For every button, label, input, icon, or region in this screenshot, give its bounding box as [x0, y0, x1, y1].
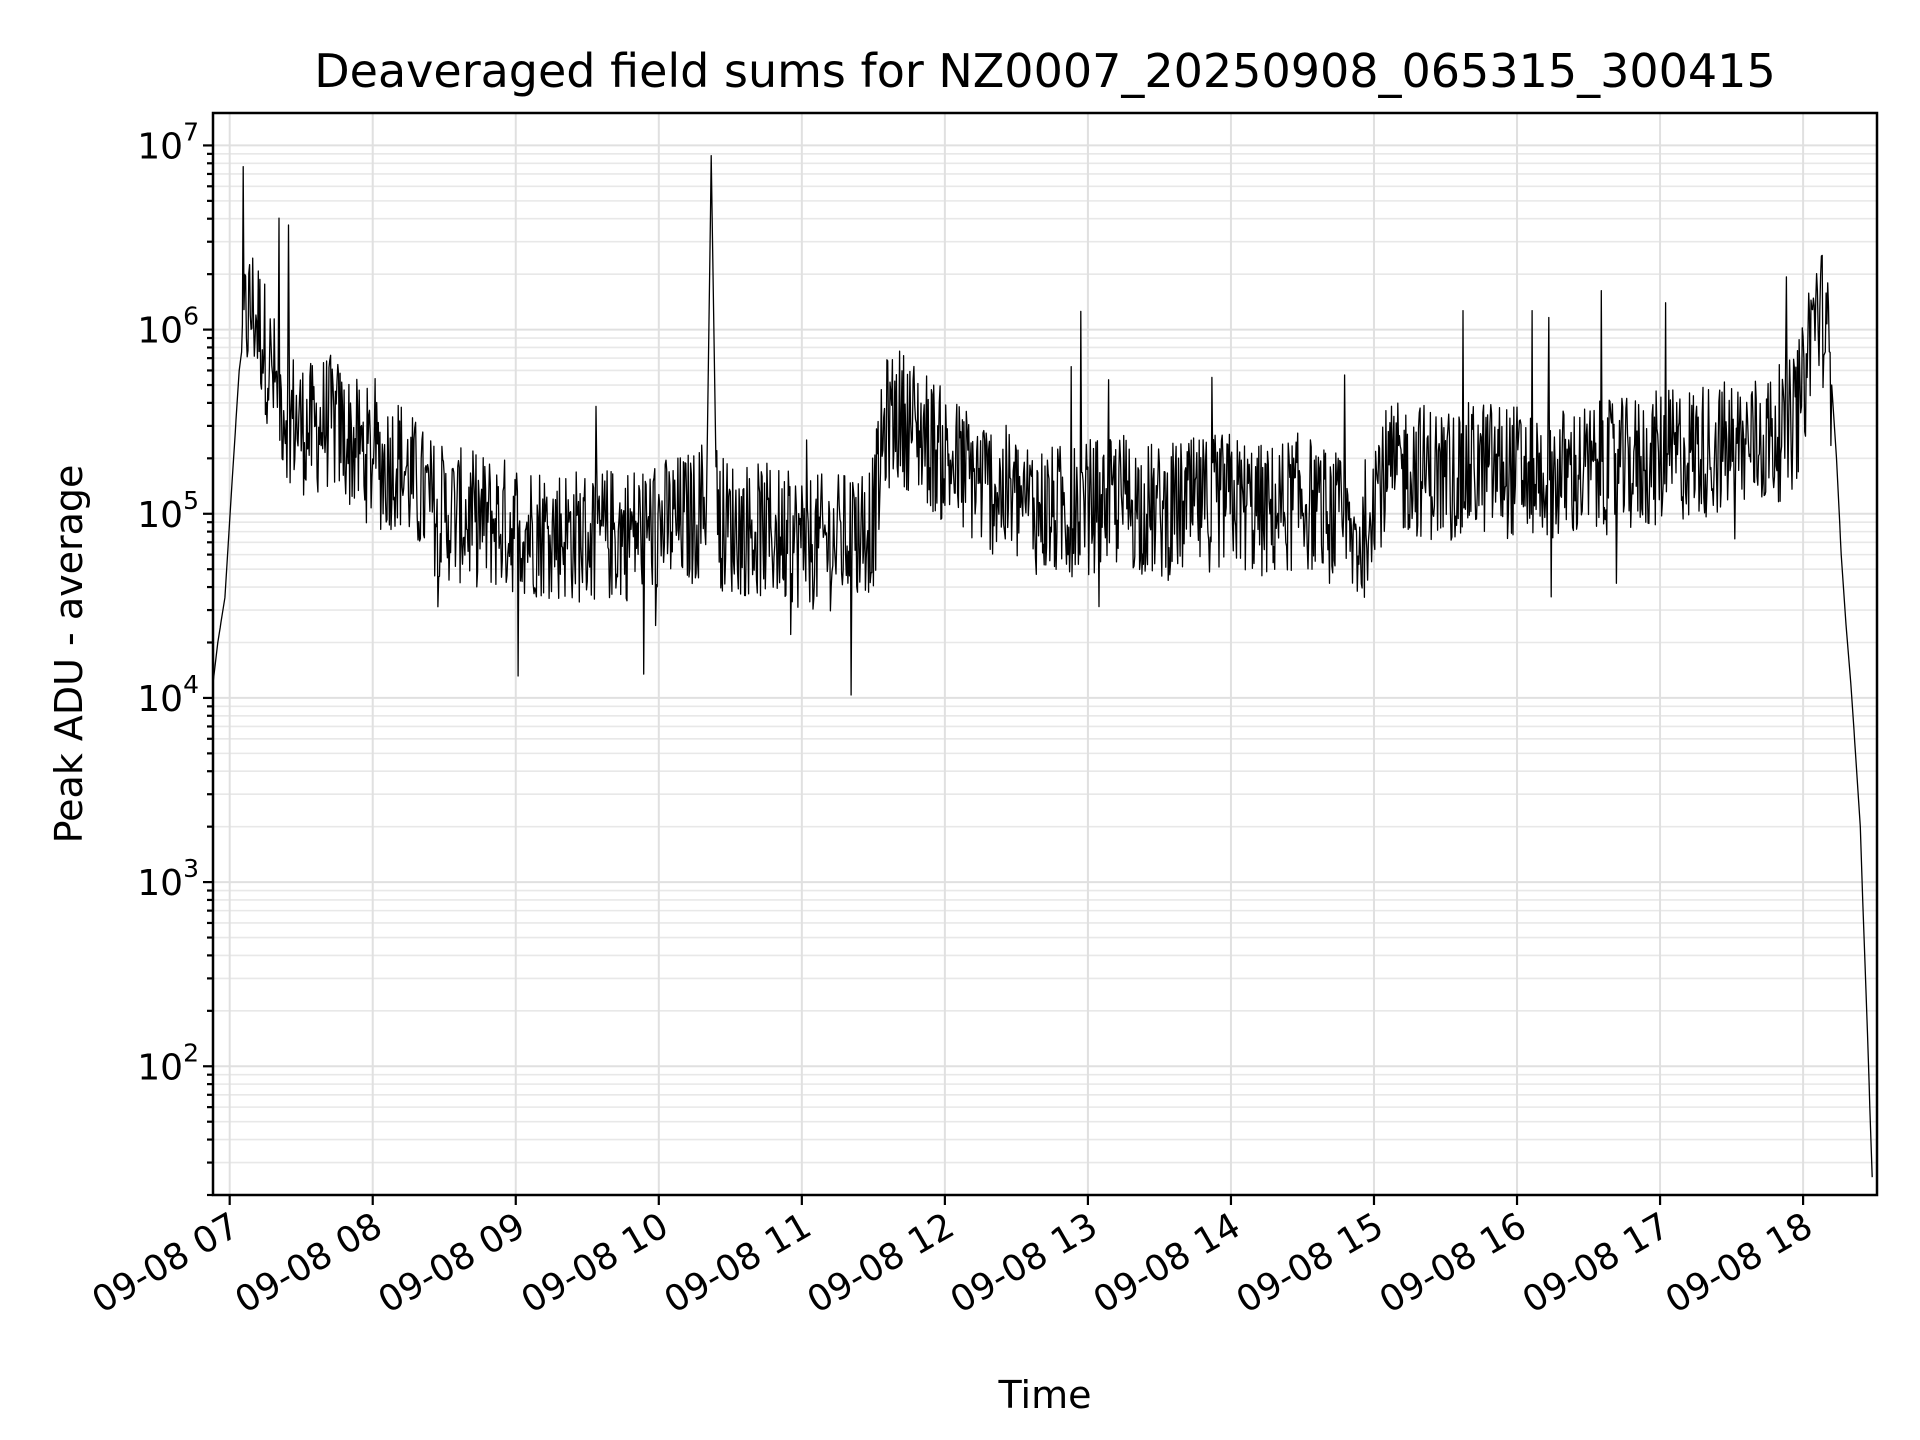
series-line	[212, 155, 1873, 1178]
y-tick-label: 106	[137, 302, 199, 352]
series-layer	[212, 155, 1873, 1178]
y-tick-label: 103	[137, 854, 199, 904]
y-tick-label: 105	[137, 486, 199, 536]
plot-background	[213, 113, 1877, 1195]
y-axis-label: Peak ADU - average	[47, 465, 91, 844]
plot-frame	[211, 111, 1879, 1197]
grid	[213, 113, 1877, 1196]
y-tick-label: 102	[137, 1038, 199, 1088]
y-tick-label: 107	[137, 117, 199, 167]
y-tick-label: 104	[137, 670, 199, 720]
chart-title: Deaveraged field sums for NZ0007_2025090…	[314, 44, 1775, 98]
x-axis-label: Time	[998, 1373, 1092, 1417]
